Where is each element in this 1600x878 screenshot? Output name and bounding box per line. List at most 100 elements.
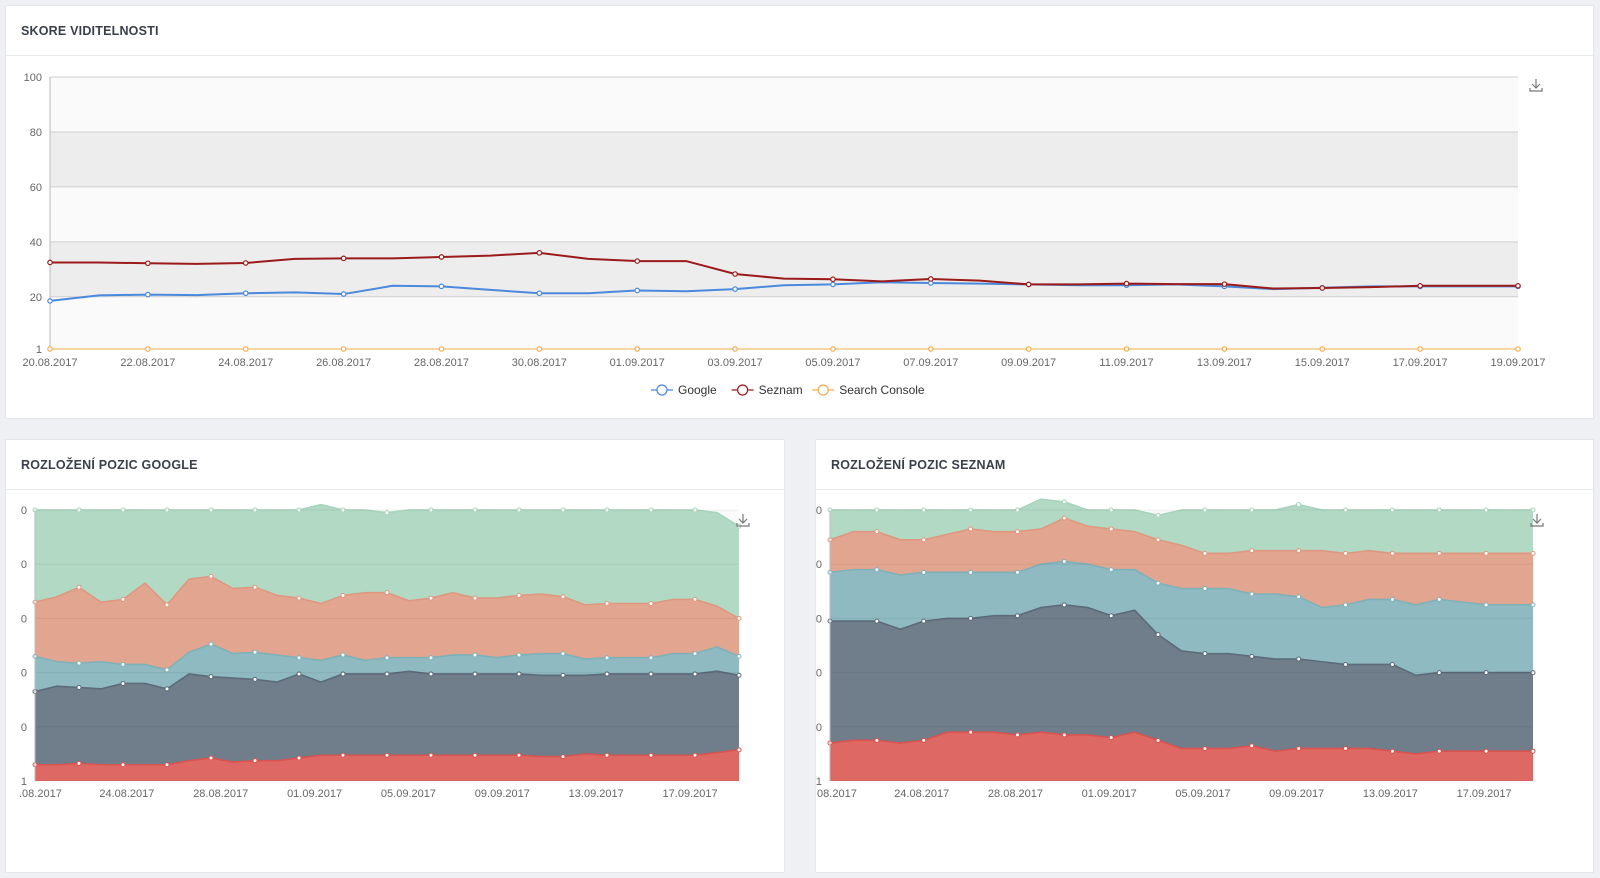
data-point [1436,596,1442,602]
area-line-band-4 [829,517,1533,555]
data-point [1436,670,1442,676]
data-point [560,672,566,678]
x-tick-label: 24.08.2017 [894,788,949,800]
x-tick-label: 09.09.2017 [1001,357,1056,369]
data-point [208,573,214,579]
data-point [47,346,53,352]
data-point [1249,548,1255,554]
data-point [252,584,258,590]
y-tick-label: 80 [30,127,42,139]
data-point [76,507,82,513]
data-point [830,281,836,288]
data-point [120,661,126,667]
data-point [1343,602,1349,608]
data-point [472,507,478,513]
data-point [604,655,610,661]
x-tick-label: .08.2017 [816,788,857,800]
data-point [560,507,566,513]
visibility-line-chart: 1 20 40 60 80 100 20.08.2017 22.08.2017 24.08.20… [22,72,1545,397]
data-point [1483,602,1489,608]
data-point [1483,670,1489,676]
data-point [1249,743,1255,749]
x-tick-label: 01.09.2017 [1082,788,1137,800]
data-point [516,652,522,658]
data-point [1061,558,1067,564]
data-point [120,507,126,513]
data-point [921,737,927,743]
data-point [242,290,249,297]
data-point [1108,613,1114,619]
x-tick-label: 19.09.2017 [1490,357,1545,369]
data-point [438,283,445,290]
data-point [428,595,434,601]
data-point [1296,548,1302,554]
data-point [428,752,434,758]
x-tick-label: 24.08.2017 [218,357,273,369]
data-point [1155,737,1161,743]
data-point [76,760,82,766]
x-tick-label: .08.2017 [19,788,62,800]
data-point [604,507,610,513]
data-point [120,596,126,602]
data-point [736,653,742,659]
data-point [1296,745,1302,751]
google-positions-panel: ROZLOŽENÍ POZIC GOOGLE 1 0 0 0 0 0 .08.2017 24.… [5,439,785,873]
data-point [1014,613,1020,619]
data-point [921,569,927,575]
data-point [252,676,258,682]
y-tick-label: 0 [816,668,822,680]
data-point [604,671,610,677]
data-point [874,618,880,624]
chart-legend: Google Seznam Search Console [651,383,925,397]
data-point [1155,580,1161,586]
y-tick-label: 40 [30,237,42,249]
data-point [1025,346,1032,352]
data-point [634,346,641,352]
area-band-4 [35,576,739,670]
y-tick-label: 100 [24,72,42,84]
data-point [692,651,698,657]
data-point [560,754,566,760]
legend-item[interactable]: Search Console [812,383,925,397]
x-tick-label: 24.08.2017 [99,788,154,800]
y-tick-label: 0 [816,722,822,734]
data-point [384,510,390,516]
data-point [208,674,214,680]
y-tick-label: 1 [36,344,42,356]
area-band-1 [830,732,1533,781]
data-point [1343,745,1349,751]
data-point [76,685,82,691]
data-point [1417,346,1423,352]
x-tick-label: 30.08.2017 [512,357,567,369]
data-point [1389,507,1395,513]
data-point [648,600,654,606]
download-icon[interactable] [1530,514,1544,527]
data-point [1014,569,1020,575]
legend-item[interactable]: Google [651,383,717,397]
download-icon[interactable] [1529,79,1543,92]
series-line-seznam [50,251,1518,290]
data-point [1530,602,1536,608]
seznam-panel-header: ROZLOŽENÍ POZIC SEZNAM [816,440,1593,490]
data-point [252,507,258,513]
download-icon[interactable] [736,514,750,527]
data-point [1123,280,1130,287]
data-point [1155,512,1161,518]
area-line-band-5 [830,498,1533,517]
data-point [1417,283,1423,289]
data-point [1061,515,1067,521]
data-point [692,596,698,602]
data-point [1155,537,1161,543]
legend-item[interactable]: Seznam [731,383,803,397]
data-point [164,507,170,513]
area-band-5 [830,499,1533,554]
data-point [1389,596,1395,602]
data-point [1061,602,1067,608]
x-tick-label: 09.09.2017 [475,788,530,800]
grid-band [50,186,1518,242]
data-point [208,507,214,513]
y-tick-label: 0 [816,559,822,571]
data-point [252,649,258,655]
x-tick-label: 05.09.2017 [805,357,860,369]
data-point [1025,281,1032,288]
